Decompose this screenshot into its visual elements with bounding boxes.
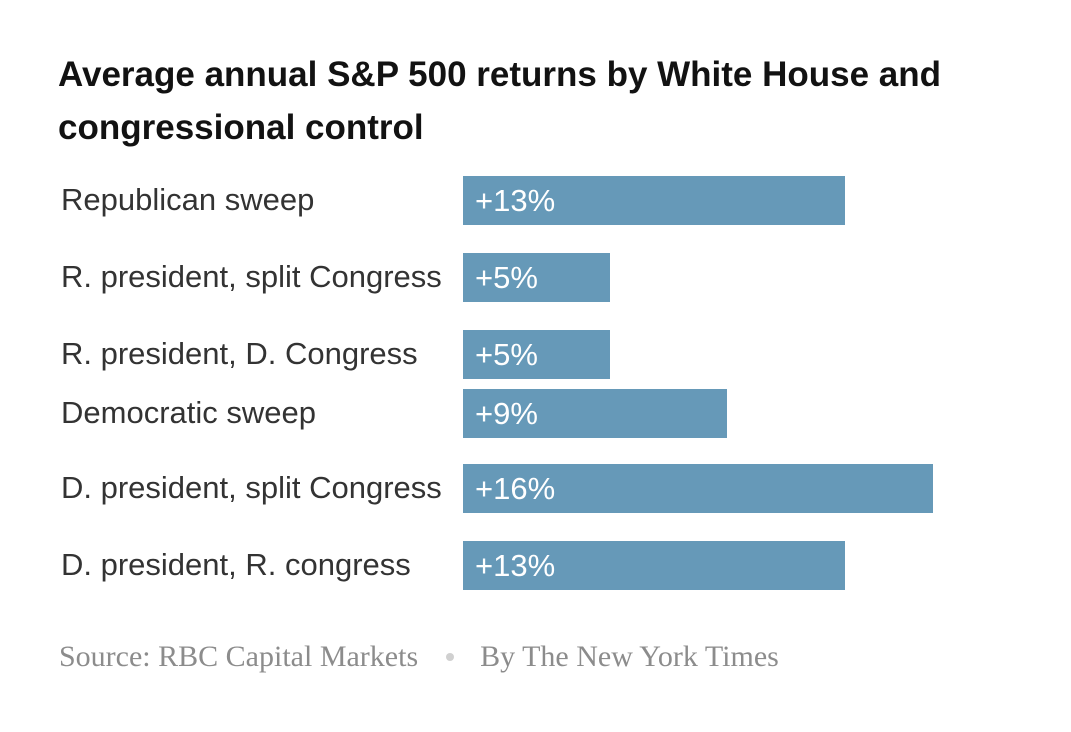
separator-dot-icon bbox=[446, 653, 455, 662]
credit-text: By The New York Times bbox=[480, 640, 779, 673]
bar bbox=[463, 175, 845, 225]
category-label: R. president, D. Congress bbox=[61, 336, 418, 371]
category-label: D. president, R. congress bbox=[61, 547, 411, 582]
bar-value-label: +5% bbox=[475, 336, 538, 372]
bar-value-label: +16% bbox=[475, 470, 556, 506]
bar bbox=[463, 540, 845, 590]
bar bbox=[463, 388, 727, 438]
bar bbox=[463, 463, 933, 513]
bar bbox=[463, 329, 610, 379]
bar-value-label: +13% bbox=[475, 547, 556, 583]
chart-footer: Source: RBC Capital Markets By The New Yo… bbox=[59, 636, 779, 678]
source-text: Source: RBC Capital Markets bbox=[59, 640, 419, 673]
bar-value-label: +13% bbox=[475, 182, 556, 218]
bar-value-label: +5% bbox=[475, 259, 538, 295]
chart-title: Average annual S&P 500 returns by White … bbox=[58, 55, 942, 147]
category-label: Democratic sweep bbox=[61, 395, 316, 430]
category-label: D. president, split Congress bbox=[61, 470, 442, 505]
bar bbox=[463, 252, 610, 302]
bar-value-label: +9% bbox=[475, 395, 538, 431]
category-label: Republican sweep bbox=[61, 182, 315, 217]
category-label: R. president, split Congress bbox=[61, 259, 442, 294]
